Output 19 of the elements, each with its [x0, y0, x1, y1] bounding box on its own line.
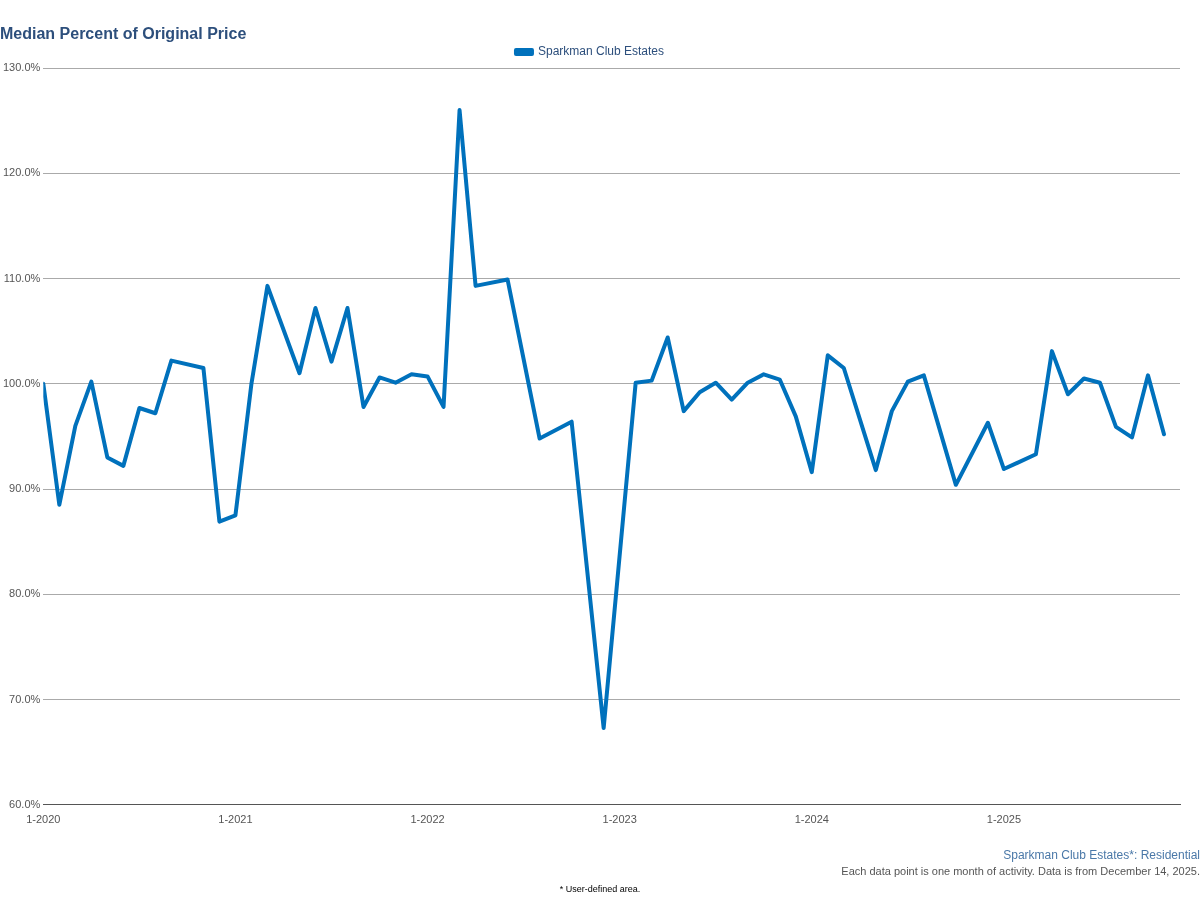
- y-tick-label: 60.0%: [9, 797, 41, 810]
- text: * User-defined area.: [558, 884, 642, 894]
- text: Sparkman Club Estates*: Residential: [1003, 848, 1200, 862]
- x-tick-label: 1-2021: [218, 813, 253, 826]
- x-tick-label: 1-2025: [986, 813, 1022, 826]
- x-tick-label: 1-2020: [26, 813, 61, 826]
- chart-title: Median Percent of Original Price: [0, 25, 247, 43]
- y-tick-label: 90.0%: [9, 482, 41, 495]
- x-tick-label: 1-2023: [602, 813, 637, 826]
- y-tick-label: 70.0%: [9, 692, 41, 705]
- x-tick-label: 1-2022: [410, 813, 445, 826]
- legend-label: Sparkman Club Estates: [537, 44, 665, 59]
- y-tick-label: 100.0%: [3, 376, 41, 389]
- text: Each data point is one month of activity. Data is from December 14, 2025.: [841, 865, 1200, 877]
- y-tick-label: 120.0%: [3, 166, 41, 179]
- y-tick-label: 80.0%: [9, 587, 41, 600]
- y-tick-label: 130.0%: [3, 61, 41, 74]
- x-tick-label: 1-2024: [794, 813, 829, 826]
- y-tick-label: 110.0%: [3, 271, 41, 284]
